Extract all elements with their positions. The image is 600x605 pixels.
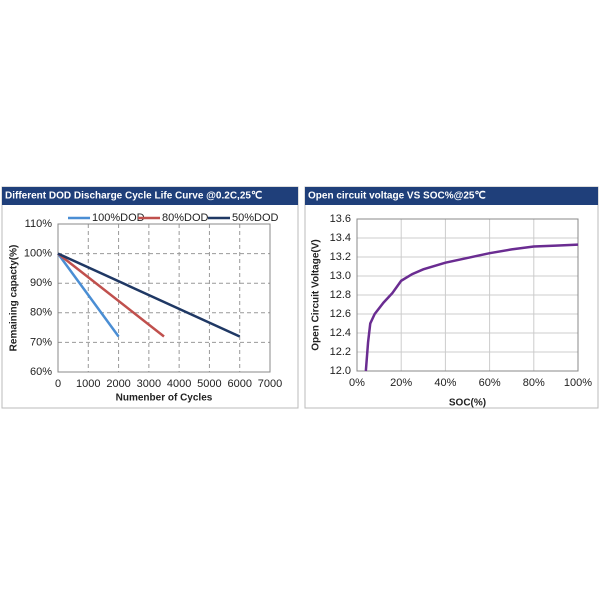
- y-tick-label: 110%: [25, 218, 53, 230]
- data-line: [364, 243, 579, 372]
- legend-label: 80%DOD: [162, 212, 209, 224]
- x-tick-label: 4000: [167, 378, 191, 390]
- header-bar: [305, 187, 598, 205]
- x-tick-label: 5000: [197, 378, 221, 390]
- x-tick-label: 1000: [76, 378, 100, 390]
- legend-label: 100%DOD: [92, 212, 145, 224]
- x-tick-label: 80%: [523, 377, 545, 389]
- x-tick-label: 60%: [479, 377, 501, 389]
- x-tick-label: 0: [55, 378, 61, 390]
- y-tick-label: 13.2: [330, 251, 351, 263]
- x-tick-label: 20%: [390, 377, 412, 389]
- x-tick-label: 6000: [227, 378, 251, 390]
- chart-title: Different DOD Discharge Cycle Life Curve…: [5, 191, 262, 202]
- y-axis-label: Remaining capacty(%): [9, 245, 20, 352]
- y-tick-label: 80%: [30, 307, 52, 319]
- x-tick-label: 3000: [137, 378, 161, 390]
- y-tick-label: 13.6: [330, 213, 351, 225]
- legend-label: 50%DOD: [232, 212, 279, 224]
- x-tick-label: 100%: [564, 377, 592, 389]
- x-tick-label: 40%: [434, 377, 456, 389]
- x-axis-label: Numenber of Cycles: [116, 393, 213, 404]
- plot-frame: [356, 218, 579, 372]
- y-tick-label: 12.6: [330, 308, 351, 320]
- header-bar: [2, 187, 298, 205]
- data-line: [56, 252, 120, 338]
- y-tick-label: 100%: [24, 248, 52, 260]
- data-line: [57, 252, 241, 338]
- x-tick-label: 0%: [349, 377, 365, 389]
- y-axis-label: Open Circuit Voltage(V): [311, 239, 322, 351]
- y-tick-label: 13.0: [330, 270, 351, 282]
- data-line: [57, 252, 165, 338]
- y-tick-label: 60%: [30, 366, 52, 378]
- y-tick-label: 13.4: [330, 232, 351, 244]
- chart-title: Open circuit voltage VS SOC%@25℃: [308, 191, 486, 202]
- y-tick-label: 12.0: [330, 365, 351, 377]
- y-tick-label: 90%: [30, 277, 52, 289]
- y-tick-label: 12.4: [330, 327, 351, 339]
- x-tick-label: 7000: [258, 378, 282, 390]
- x-axis-label: SOC(%): [449, 398, 486, 409]
- y-tick-label: 70%: [30, 336, 52, 348]
- y-tick-label: 12.2: [330, 346, 351, 358]
- x-tick-label: 2000: [106, 378, 130, 390]
- plot-frame: [57, 223, 271, 373]
- y-tick-label: 12.8: [330, 289, 351, 301]
